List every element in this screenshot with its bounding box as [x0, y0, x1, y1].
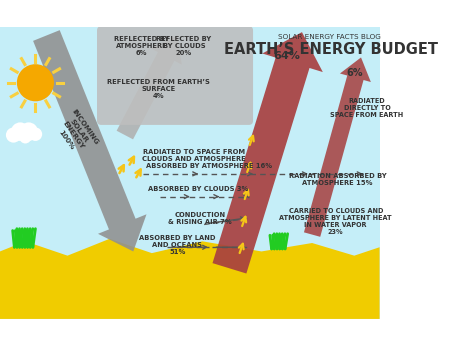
- Circle shape: [19, 132, 31, 144]
- Text: ABSORBED BY ATMOSPHERE 16%: ABSORBED BY ATMOSPHERE 16%: [146, 163, 272, 169]
- FancyArrow shape: [304, 57, 371, 237]
- Text: RADIATION ABSORBED BY
ATMOSPHERE 15%: RADIATION ABSORBED BY ATMOSPHERE 15%: [288, 173, 386, 186]
- Circle shape: [6, 127, 21, 143]
- FancyArrow shape: [117, 36, 182, 139]
- Text: 6%: 6%: [346, 67, 363, 78]
- Text: RADIATED TO SPACE FROM
CLOUDS AND ATMOSPHERE: RADIATED TO SPACE FROM CLOUDS AND ATMOSP…: [142, 148, 246, 162]
- FancyArrow shape: [212, 32, 323, 274]
- Text: REFLECTED FROM EARTH’S
SURFACE
4%: REFLECTED FROM EARTH’S SURFACE 4%: [107, 79, 210, 99]
- FancyBboxPatch shape: [97, 26, 253, 125]
- Text: SOLAR ENERGY FACTS BLOG: SOLAR ENERGY FACTS BLOG: [279, 34, 381, 40]
- Circle shape: [17, 64, 54, 101]
- Text: RADIATED
DIRECTLY TO
SPACE FROM EARTH: RADIATED DIRECTLY TO SPACE FROM EARTH: [330, 98, 404, 118]
- FancyArrow shape: [33, 30, 147, 252]
- Text: ABSORBED BY LAND
AND OCEANS
51%: ABSORBED BY LAND AND OCEANS 51%: [139, 235, 216, 255]
- Polygon shape: [0, 239, 379, 319]
- Text: CONDUCTION
& RISING AIR 7%: CONDUCTION & RISING AIR 7%: [168, 212, 232, 225]
- Circle shape: [19, 122, 38, 141]
- Circle shape: [29, 127, 42, 141]
- Text: CARRIED TO CLOUDS AND
ATMOSPHERE BY LATENT HEAT
IN WATER VAPOR
23%: CARRIED TO CLOUDS AND ATMOSPHERE BY LATE…: [279, 208, 392, 235]
- Text: REFLECTED BY
ATMOSPHERE
6%: REFLECTED BY ATMOSPHERE 6%: [114, 36, 169, 55]
- Text: REFLECTED BY
BY CLOUDS
20%: REFLECTED BY BY CLOUDS 20%: [156, 36, 211, 55]
- Text: EARTH’S ENERGY BUDGET: EARTH’S ENERGY BUDGET: [224, 42, 437, 57]
- Text: 64%: 64%: [273, 51, 300, 61]
- Text: INCOMING
SOLAR
ENERGY
100%: INCOMING SOLAR ENERGY 100%: [52, 108, 99, 159]
- Text: ABSORBED BY CLOUDS 3%: ABSORBED BY CLOUDS 3%: [148, 185, 248, 192]
- Circle shape: [11, 122, 30, 141]
